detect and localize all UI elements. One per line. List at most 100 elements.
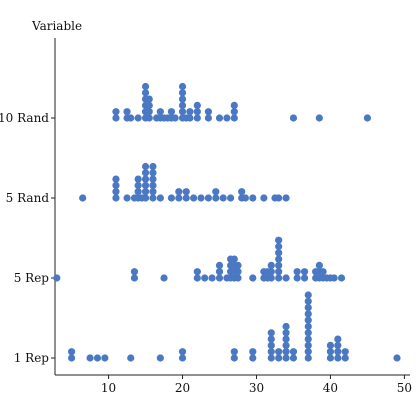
data-point <box>178 82 187 91</box>
data-point <box>215 114 224 122</box>
data-point <box>282 274 290 282</box>
data-point <box>112 108 120 116</box>
data-point <box>219 194 227 202</box>
data-point <box>53 274 61 282</box>
data-point <box>204 194 213 202</box>
tick-labels: 10 20 30 40 50 1 Rep 5 Rep 5 Rand 10 Rand <box>0 111 412 395</box>
x-tick-label: 50 <box>397 381 412 395</box>
data-point <box>230 348 238 356</box>
data-point <box>141 175 150 183</box>
data-point <box>167 108 176 116</box>
data-point <box>282 329 290 337</box>
data-point <box>149 162 157 171</box>
data-point <box>141 82 150 91</box>
data-point <box>212 188 220 196</box>
data-point <box>230 101 238 109</box>
data-point <box>326 354 335 362</box>
data-point <box>315 114 323 122</box>
data-point <box>145 114 153 122</box>
data-point <box>212 194 220 202</box>
data-point <box>249 194 257 202</box>
data-point <box>304 329 312 337</box>
data-point <box>282 341 290 349</box>
data-point <box>186 114 194 122</box>
data-point <box>79 194 87 202</box>
data-point <box>300 268 309 276</box>
data-point <box>141 194 150 202</box>
data-point <box>178 348 187 356</box>
data-point <box>293 274 301 282</box>
data-point <box>341 348 349 356</box>
data-point <box>304 348 312 356</box>
data-point <box>193 101 201 109</box>
data-point <box>204 108 213 116</box>
data-point <box>134 188 142 196</box>
data-point <box>208 274 216 282</box>
data-point <box>86 354 94 362</box>
data-point <box>334 354 342 362</box>
data-point <box>267 348 275 356</box>
data-point <box>319 268 327 276</box>
data-point <box>134 114 142 122</box>
data-point <box>393 354 401 362</box>
data-point <box>304 335 312 343</box>
data-point <box>141 181 150 189</box>
data-point <box>130 268 139 276</box>
data-point <box>171 114 179 122</box>
data-point <box>193 274 201 282</box>
data-point <box>215 268 224 276</box>
data-point <box>156 194 164 202</box>
data-point <box>67 354 76 362</box>
data-point <box>149 175 157 183</box>
y-axis-label: Variable <box>31 19 82 33</box>
data-point <box>193 108 201 116</box>
data-point <box>304 297 312 305</box>
data-point <box>178 101 187 109</box>
data-point <box>160 274 168 282</box>
data-point <box>289 114 298 122</box>
data-point <box>282 194 290 202</box>
data-point <box>127 354 135 362</box>
data-point <box>178 354 187 362</box>
data-point <box>337 274 346 282</box>
data-point <box>304 354 312 362</box>
data-point <box>193 268 201 276</box>
data-point <box>112 175 120 183</box>
data-point <box>238 188 246 196</box>
data-point <box>123 108 131 116</box>
data-point <box>275 261 283 269</box>
data-point <box>275 242 283 251</box>
data-point <box>267 329 275 337</box>
data-point <box>190 194 198 202</box>
data-point <box>178 95 187 103</box>
data-point <box>289 348 298 356</box>
x-tick-label: 40 <box>323 381 338 395</box>
data-point <box>304 322 312 331</box>
data-point <box>186 108 194 116</box>
data-point <box>223 114 231 122</box>
x-tick-label: 10 <box>101 381 116 395</box>
data-point <box>204 114 213 122</box>
data-point <box>289 354 298 362</box>
data-point <box>282 335 290 343</box>
data-point <box>167 194 176 202</box>
data-point <box>267 268 275 276</box>
data-point <box>230 255 238 263</box>
data-point <box>134 181 142 189</box>
data-point <box>267 341 275 349</box>
data-point <box>101 354 109 362</box>
axes <box>51 38 410 379</box>
y-tick-label: 1 Rep <box>14 351 50 365</box>
data-point <box>175 188 183 196</box>
data-point <box>282 322 290 331</box>
data-point <box>249 354 257 362</box>
data-point <box>215 274 224 282</box>
data-point <box>334 335 342 343</box>
data-point <box>249 348 257 356</box>
data-point <box>112 181 120 189</box>
data-point <box>315 261 323 269</box>
data-points <box>53 82 401 362</box>
data-point <box>267 274 275 282</box>
